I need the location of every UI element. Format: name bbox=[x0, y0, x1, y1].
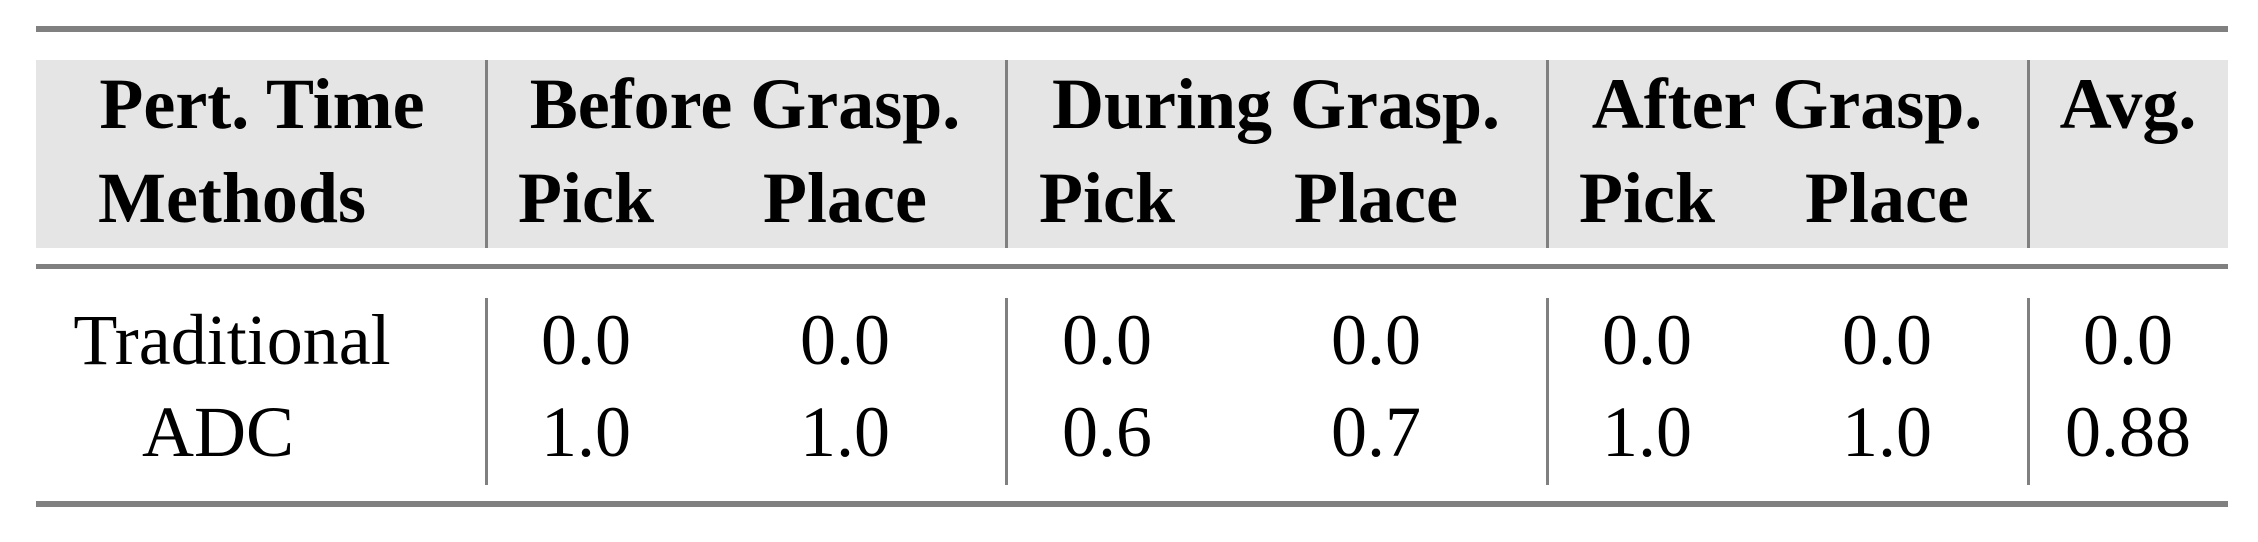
row-adc-value: 1.0 bbox=[800, 392, 890, 472]
row-traditional-avg: 0.0 bbox=[2083, 300, 2173, 380]
body-divider-2 bbox=[1005, 298, 1008, 485]
row-adc-method: ADC bbox=[141, 392, 295, 472]
header-before-pick: Pick bbox=[518, 158, 654, 238]
row-traditional-value: 0.0 bbox=[1842, 300, 1932, 380]
body-divider-1 bbox=[485, 298, 488, 485]
header-methods: Methods bbox=[98, 158, 366, 238]
row-traditional-value: 0.0 bbox=[541, 300, 631, 380]
header-after-grasp: After Grasp. bbox=[1591, 64, 1983, 144]
body-divider-4 bbox=[2027, 298, 2030, 485]
row-traditional-value: 0.0 bbox=[1602, 300, 1692, 380]
header-after-pick: Pick bbox=[1579, 158, 1715, 238]
header-divider-4 bbox=[2027, 60, 2030, 248]
row-traditional-value: 0.0 bbox=[800, 300, 890, 380]
row-adc-value: 1.0 bbox=[1602, 392, 1692, 472]
row-traditional-value: 0.0 bbox=[1331, 300, 1421, 380]
row-adc-avg: 0.88 bbox=[2065, 392, 2191, 472]
bottom-rule bbox=[36, 501, 2228, 507]
header-before-grasp: Before Grasp. bbox=[529, 64, 961, 144]
header-divider-1 bbox=[485, 60, 488, 248]
row-adc-value: 0.7 bbox=[1331, 392, 1421, 472]
header-background bbox=[36, 60, 2228, 248]
mid-rule bbox=[36, 264, 2228, 269]
header-during-place: Place bbox=[1294, 158, 1458, 238]
header-avg: Avg. bbox=[2059, 64, 2197, 144]
row-adc-value: 0.6 bbox=[1062, 392, 1152, 472]
body-divider-3 bbox=[1546, 298, 1549, 485]
header-after-place: Place bbox=[1805, 158, 1969, 238]
row-adc-value: 1.0 bbox=[541, 392, 631, 472]
header-during-grasp: During Grasp. bbox=[1051, 64, 1501, 144]
row-traditional-method: Traditional bbox=[73, 300, 391, 380]
header-divider-2 bbox=[1005, 60, 1008, 248]
header-pert-time: Pert. Time bbox=[99, 64, 425, 144]
header-before-place: Place bbox=[763, 158, 927, 238]
top-rule bbox=[36, 26, 2228, 32]
header-during-pick: Pick bbox=[1039, 158, 1175, 238]
header-divider-3 bbox=[1546, 60, 1549, 248]
row-traditional-value: 0.0 bbox=[1062, 300, 1152, 380]
row-adc-value: 1.0 bbox=[1842, 392, 1932, 472]
